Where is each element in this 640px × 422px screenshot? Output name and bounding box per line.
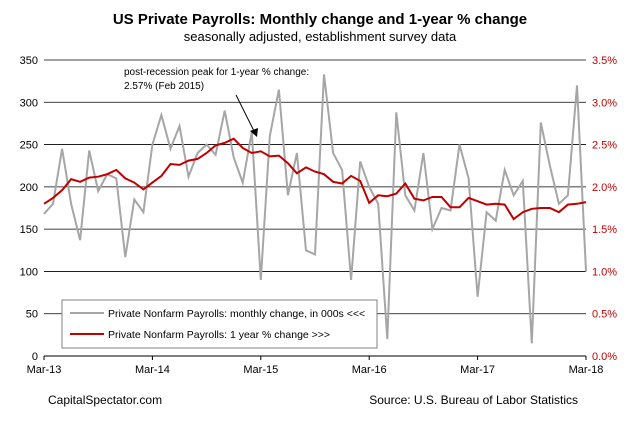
- left-tick-label: 50: [26, 309, 38, 321]
- x-tick-label: Mar-13: [27, 364, 62, 376]
- right-tick-label: 0.5%: [592, 309, 617, 321]
- left-tick-label: 350: [20, 55, 38, 67]
- left-tick-label: 0: [32, 351, 38, 363]
- chart-title: US Private Payrolls: Monthly change and …: [113, 11, 527, 28]
- x-tick-label: Mar-14: [135, 364, 170, 376]
- footer-source-left: CapitalSpectator.com: [48, 393, 162, 407]
- annotation-arrow-line: [235, 94, 256, 134]
- legend: Private Nonfarm Payrolls: monthly change…: [61, 299, 378, 349]
- right-tick-label: 0.0%: [592, 351, 617, 363]
- x-tick-label: Mar-18: [569, 364, 604, 376]
- annotation-arrowhead: [250, 128, 258, 137]
- left-tick-label: 300: [20, 97, 38, 109]
- footer-source-right: Source: U.S. Bureau of Labor Statistics: [369, 393, 578, 407]
- annotation-line-1: post-recession peak for 1-year % change:: [124, 67, 309, 78]
- left-tick-label: 250: [20, 140, 38, 152]
- right-tick-label: 2.0%: [592, 182, 617, 194]
- annotation: post-recession peak for 1-year % change:…: [124, 67, 309, 137]
- chart-subtitle: seasonally adjusted, establishment surve…: [184, 29, 457, 44]
- x-tick-label: Mar-17: [460, 364, 495, 376]
- x-axis-ticks: Mar-13 Mar-14 Mar-15 Mar-16 Mar-17 Mar-18: [27, 356, 604, 376]
- monthly-change-line: [43, 74, 587, 344]
- right-tick-label: 1.5%: [592, 224, 617, 236]
- legend-label-monthly: Private Nonfarm Payrolls: monthly change…: [108, 308, 365, 320]
- right-tick-label: 2.5%: [592, 140, 617, 152]
- legend-box: [61, 299, 378, 349]
- right-axis-ticks: 0.0% 0.5% 1.0% 1.5% 2.0% 2.5% 3.0% 3.5%: [592, 55, 617, 363]
- left-tick-label: 200: [20, 182, 38, 194]
- yoy-change-line: [43, 137, 587, 221]
- right-tick-label: 3.5%: [592, 55, 617, 67]
- right-tick-label: 3.0%: [592, 97, 617, 109]
- right-tick-label: 1.0%: [592, 266, 617, 278]
- legend-label-yoy: Private Nonfarm Payrolls: 1 year % chang…: [108, 329, 330, 341]
- left-axis-ticks: 0 50 100 150 200 250 300 350: [20, 55, 38, 363]
- annotation-line-2: 2.57% (Feb 2015): [124, 81, 204, 92]
- x-tick-label: Mar-16: [352, 364, 387, 376]
- left-tick-label: 150: [20, 224, 38, 236]
- left-tick-label: 100: [20, 266, 38, 278]
- x-tick-label: Mar-15: [243, 364, 278, 376]
